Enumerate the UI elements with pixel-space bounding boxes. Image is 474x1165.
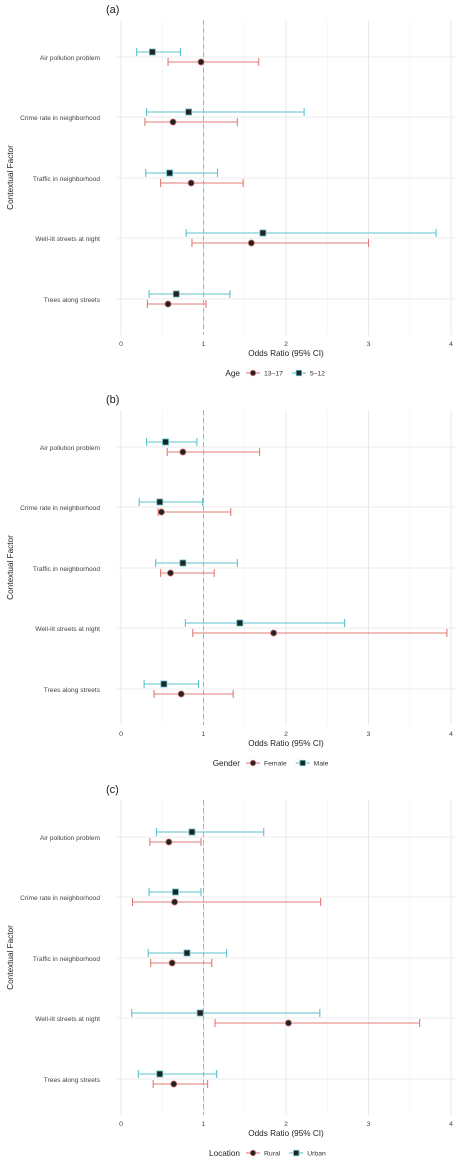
panel-b: (b) Air pollution problem Crime rate in ne…	[6, 394, 455, 768]
x-axis-title: Odds Ratio (95% CI)	[248, 1129, 324, 1138]
legend-item-label: Rural	[264, 1151, 281, 1158]
or-point-square	[259, 229, 267, 237]
y-tick-label: Traffic in neighborhood	[33, 566, 100, 573]
y-tick-label: Crime rate in neighborhood	[20, 895, 100, 902]
x-tick-label: 1	[202, 341, 206, 348]
y-axis-title: Contextual Factor	[6, 145, 15, 210]
y-axis-title: Contextual Factor	[6, 535, 15, 600]
or-point-circle	[166, 569, 174, 577]
y-tick-label: Well-lit streets at night	[35, 236, 100, 243]
legend-item-label: 13–17	[264, 371, 283, 378]
or-point-circle	[247, 239, 255, 247]
or-point-square	[236, 619, 244, 627]
y-tick-label: Crime rate in neighborhood	[20, 505, 100, 512]
or-point-square	[160, 680, 168, 688]
or-point-square	[156, 498, 164, 506]
or-point-circle	[171, 898, 179, 906]
y-tick-label: Air pollution problem	[40, 445, 101, 452]
x-tick-label: 4	[449, 731, 453, 738]
y-tick-label: Trees along streets	[44, 1077, 101, 1084]
x-tick-label: 0	[119, 341, 123, 348]
x-tick-label: 3	[367, 1121, 371, 1128]
legend-key-square	[293, 1149, 300, 1157]
panel-a: (a) Air pollution problem Crime rate in ne…	[6, 4, 455, 378]
or-point-square	[156, 1070, 164, 1078]
y-tick-label: Trees along streets	[44, 297, 101, 304]
or-point-square	[162, 438, 169, 446]
legend-item-label: Male	[314, 761, 329, 768]
x-tick-label: 1	[202, 731, 206, 738]
or-point-circle	[169, 118, 177, 126]
y-tick-label: Well-lit streets at night	[35, 1016, 100, 1023]
x-tick-label: 1	[202, 1121, 206, 1128]
x-tick-label: 3	[367, 341, 371, 348]
or-point-circle	[168, 959, 176, 967]
or-point-circle	[197, 58, 205, 66]
or-point-circle	[179, 448, 187, 456]
or-point-square	[166, 169, 174, 177]
or-point-circle	[165, 838, 173, 846]
x-tick-label: 2	[284, 731, 288, 738]
or-point-circle	[170, 1080, 178, 1088]
x-tick-label: 0	[119, 731, 123, 738]
x-tick-label: 3	[367, 731, 371, 738]
or-point-square	[185, 108, 193, 116]
or-point-square	[196, 1009, 204, 1017]
legend-title: Location	[209, 1149, 240, 1158]
or-point-square	[172, 290, 180, 298]
or-point-square	[148, 48, 156, 56]
legend-item-label: 5–12	[310, 371, 325, 378]
or-point-circle	[284, 1019, 292, 1027]
x-tick-label: 4	[449, 341, 453, 348]
x-tick-label: 0	[119, 1121, 123, 1128]
y-tick-label: Air pollution problem	[40, 835, 101, 842]
or-point-square	[188, 828, 196, 836]
panel-label: (c)	[106, 784, 119, 796]
legend-key-circle	[249, 759, 257, 767]
x-tick-label: 2	[284, 1121, 288, 1128]
legend-item-label: Female	[264, 761, 287, 768]
y-tick-label: Well-lit streets at night	[35, 626, 100, 633]
panel-c: (c) Air pollution problem Crime rate in ne…	[6, 784, 455, 1158]
or-point-circle	[187, 179, 195, 187]
legend-title: Gender	[213, 759, 241, 768]
x-axis-title: Odds Ratio (95% CI)	[248, 739, 324, 748]
legend-title: Age	[225, 369, 240, 378]
legend-key-square	[299, 759, 306, 767]
or-point-circle	[270, 629, 278, 637]
legend-key-square	[295, 369, 303, 377]
y-tick-label: Crime rate in neighborhood	[20, 115, 100, 122]
panel-label: (a)	[106, 4, 119, 16]
y-tick-label: Traffic in neighborhood	[33, 176, 100, 183]
x-tick-label: 4	[449, 1121, 453, 1128]
y-tick-label: Trees along streets	[44, 687, 101, 694]
panel-label: (b)	[106, 394, 119, 406]
x-tick-label: 2	[284, 341, 288, 348]
legend-item-label: Urban	[307, 1151, 326, 1158]
x-axis-title: Odds Ratio (95% CI)	[248, 349, 324, 358]
or-point-circle	[177, 690, 185, 698]
or-point-square	[172, 888, 179, 896]
legend-key-circle	[249, 1149, 257, 1157]
y-axis-title: Contextual Factor	[6, 925, 15, 990]
or-point-circle	[157, 508, 165, 516]
or-point-square	[183, 949, 191, 957]
y-tick-label: Air pollution problem	[40, 55, 101, 62]
legend-key-circle	[249, 369, 257, 377]
y-tick-label: Traffic in neighborhood	[33, 956, 100, 963]
or-point-square	[179, 559, 187, 567]
or-point-circle	[164, 300, 172, 308]
